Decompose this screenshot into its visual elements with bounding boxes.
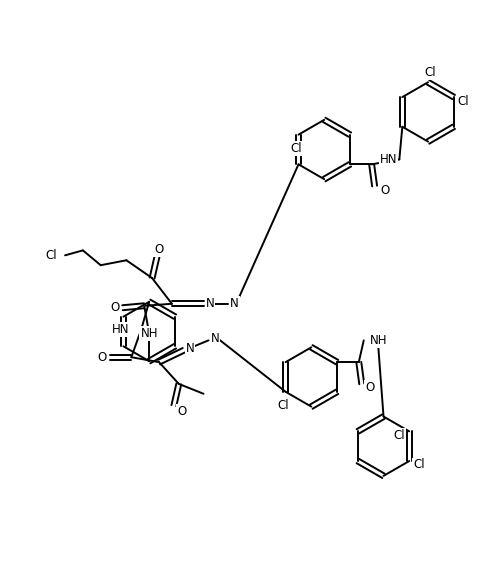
Text: N: N [230, 297, 239, 310]
Text: O: O [97, 351, 106, 364]
Text: O: O [154, 243, 164, 256]
Text: N: N [186, 342, 195, 355]
Text: N: N [206, 297, 214, 310]
Text: Cl: Cl [458, 94, 469, 108]
Text: O: O [110, 301, 119, 314]
Text: NH: NH [369, 334, 387, 347]
Text: Cl: Cl [413, 459, 425, 472]
Text: Cl: Cl [278, 399, 289, 412]
Text: O: O [365, 381, 374, 394]
Text: Cl: Cl [424, 66, 436, 79]
Text: Cl: Cl [45, 249, 57, 262]
Text: Cl: Cl [394, 429, 405, 442]
Text: HN: HN [112, 323, 130, 336]
Text: N: N [211, 332, 219, 345]
Text: Cl: Cl [291, 142, 302, 155]
Text: O: O [380, 184, 389, 196]
Text: HN: HN [380, 153, 397, 166]
Text: O: O [177, 405, 186, 418]
Text: NH: NH [141, 327, 158, 340]
